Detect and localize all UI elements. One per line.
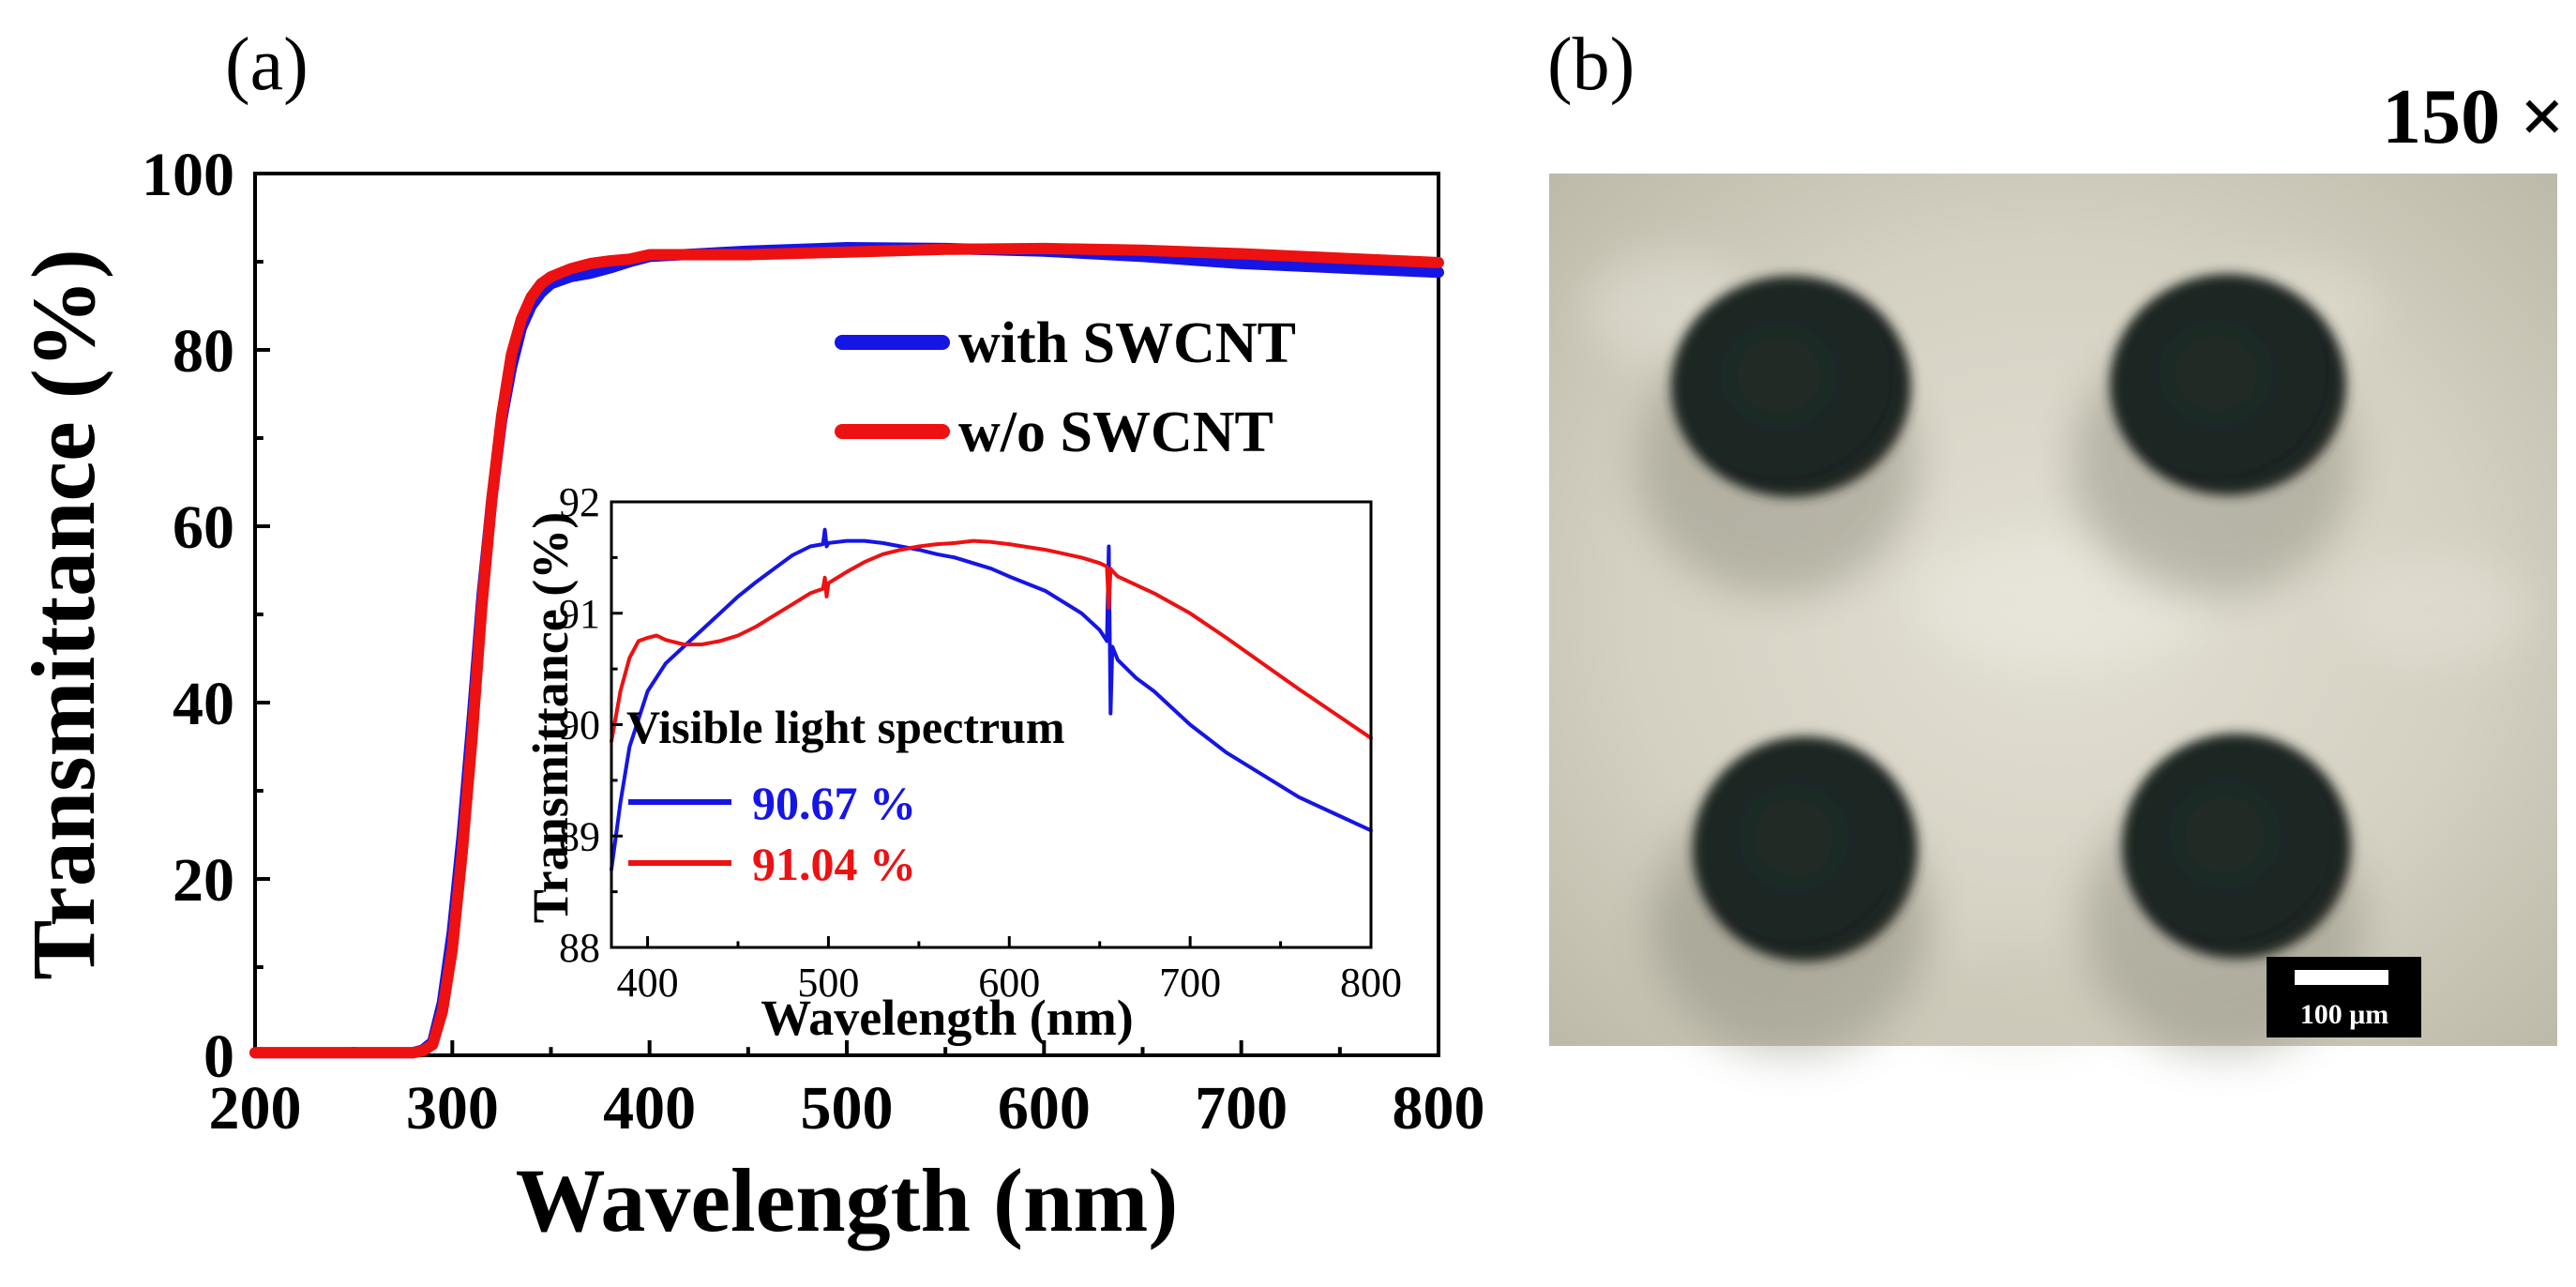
inset-chart: 400 500 600 700 800 88 89 90 91 92 Wavelength (nm…: [522, 479, 1402, 1046]
inset-value-wo-swcnt: 91.04 %: [752, 838, 916, 890]
scale-bar: 100 μm: [2267, 957, 2421, 1037]
main-y-tick-label-0: 0: [203, 1022, 234, 1091]
inset-value-with-swcnt: 90.67 %: [752, 777, 916, 829]
main-tick-labels: 200 300 400 500 600 700 800 0 20 40 60 80 100: [142, 141, 1485, 1143]
main-series-lines: [249, 242, 1444, 1059]
inset-plot-background: [611, 502, 1371, 947]
inset-tick-labels: 400 500 600 700 800 88 89 90 91 92: [559, 479, 1402, 1006]
main-x-tick-label-200: 200: [209, 1074, 302, 1143]
main-x-tick-label-500: 500: [801, 1074, 894, 1143]
main-y-tick-label-40: 40: [173, 670, 234, 738]
inset-x-tick-label-800: 800: [1340, 960, 1402, 1006]
main-x-tick-label-600: 600: [998, 1074, 1091, 1143]
inset-x-axis-label: Wavelength (nm): [761, 990, 1134, 1046]
micrograph: 100 μm: [1549, 174, 2557, 1055]
dot-top-left: [1671, 276, 1911, 497]
scale-bar-line: [2295, 970, 2388, 985]
main-y-tick-label-100: 100: [142, 141, 234, 209]
inset-x-tick-label-500: 500: [797, 960, 859, 1006]
legend-label-with-swcnt: with SWCNT: [958, 311, 1296, 375]
inset-y-tick-label-89: 89: [559, 813, 600, 859]
panel-b-label: (b): [1547, 23, 1634, 106]
main-y-tick-label-80: 80: [173, 317, 234, 386]
main-x-tick-label-400: 400: [603, 1074, 696, 1143]
main-x-axis-label: Wavelength (nm): [516, 1150, 1179, 1250]
inset-plot-frame: [610, 500, 1373, 949]
main-y-axis-label: Transmittance (%): [13, 249, 113, 979]
inset-series-wo-swcnt: [610, 538, 1373, 744]
dot-bottom-right: [2122, 734, 2351, 959]
inset-x-tick-label-400: 400: [617, 960, 679, 1006]
dot-bottom-left: [1693, 736, 1918, 961]
legend-label-wo-swcnt: w/o SWCNT: [958, 401, 1273, 464]
electrode-dots: [1671, 274, 2351, 961]
inset-annotation-title: Visible light spectrum: [626, 701, 1065, 753]
magnification-label: 150 ×: [2382, 73, 2565, 160]
inset-x-tick-label-700: 700: [1159, 960, 1221, 1006]
main-legend: with SWCNT w/o SWCNT: [835, 311, 1296, 464]
main-x-tick-label-700: 700: [1195, 1074, 1288, 1143]
scale-bar-label: 100 μm: [2300, 999, 2389, 1030]
inset-series-with-swcnt: [610, 527, 1373, 871]
main-ticks: [253, 172, 1440, 1057]
inset-y-tick-label-92: 92: [559, 479, 600, 525]
inset-x-tick-label-600: 600: [978, 960, 1040, 1006]
panel-a-label: (a): [225, 23, 309, 106]
inset-y-tick-label-91: 91: [559, 591, 600, 637]
main-x-tick-label-300: 300: [406, 1074, 499, 1143]
inset-series-lines: [610, 527, 1373, 871]
main-y-tick-label-60: 60: [173, 493, 234, 562]
inset-y-tick-label-88: 88: [559, 925, 600, 971]
main-y-tick-label-20: 20: [173, 846, 234, 915]
dot-top-right: [2110, 274, 2346, 495]
inset-y-tick-label-90: 90: [559, 703, 600, 749]
main-chart: 200 300 400 500 600 700 800 0 20 40 60 80 100 Wavele…: [13, 141, 1485, 1250]
inset-y-axis-label: Transmittance (%): [522, 512, 579, 923]
main-x-tick-label-800: 800: [1393, 1074, 1485, 1143]
main-series-wo-swcnt: [249, 242, 1444, 1059]
